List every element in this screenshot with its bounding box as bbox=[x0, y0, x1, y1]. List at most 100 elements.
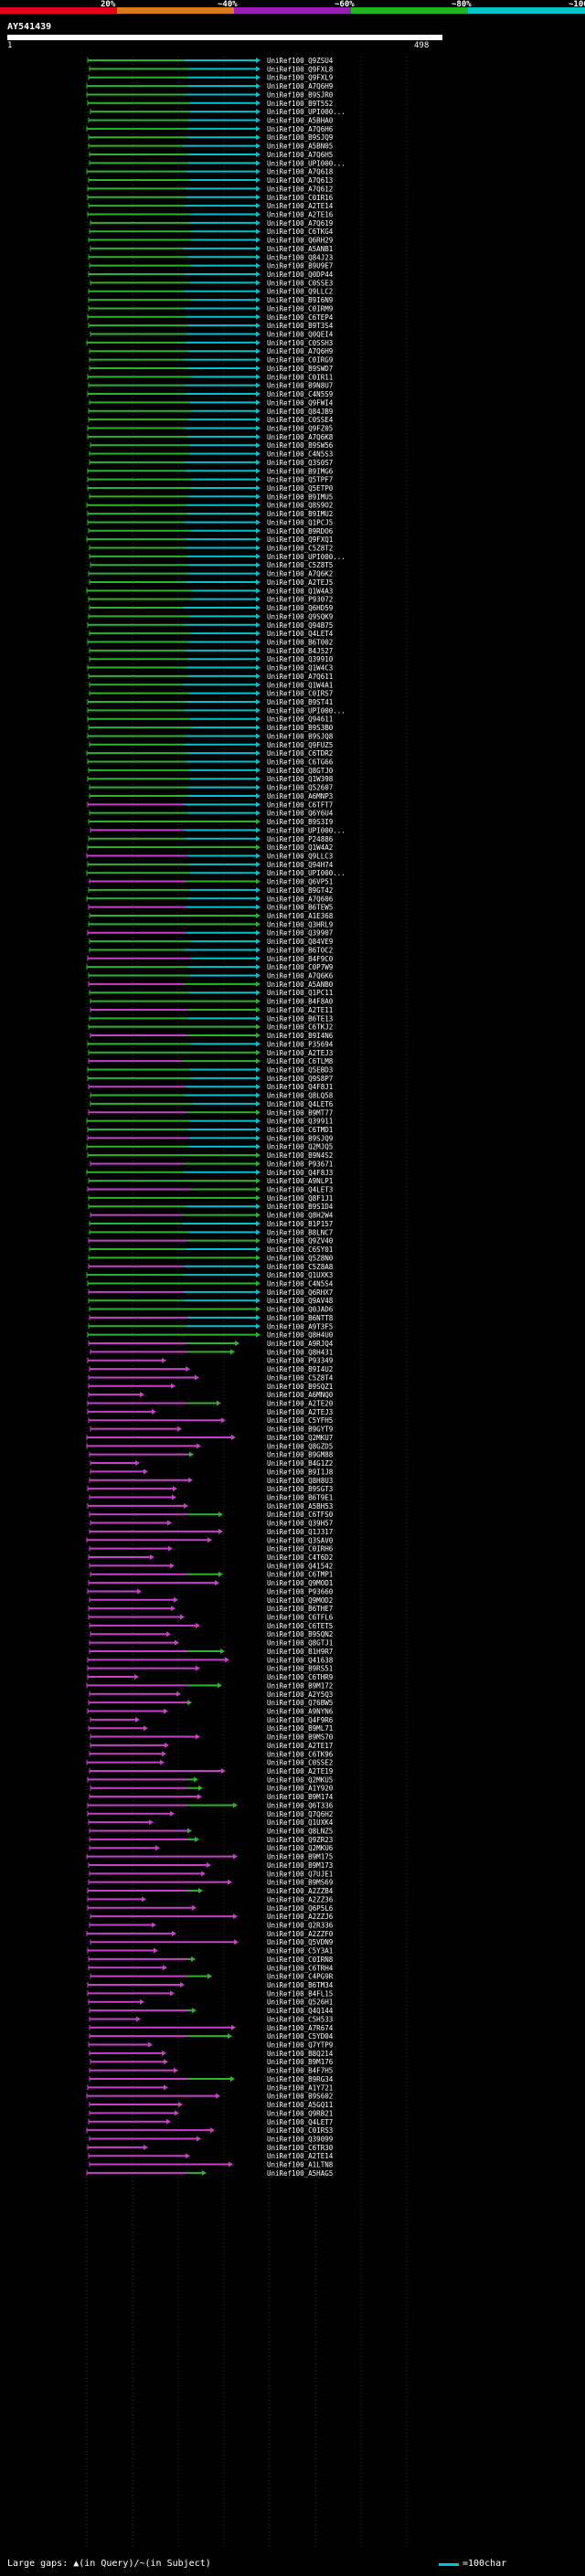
hit-label[interactable]: UniRef100_UPI000... bbox=[267, 706, 346, 715]
hit-label[interactable]: UniRef100_C6TFT7 bbox=[267, 800, 333, 809]
hit-label[interactable]: UniRef100_Q9FXL9 bbox=[267, 74, 333, 82]
hit-label[interactable]: UniRef100_B9ST41 bbox=[267, 698, 333, 706]
hit-label[interactable]: UniRef100_B6TOC2 bbox=[267, 946, 333, 954]
hit-label[interactable]: UniRef100_Q84JB9 bbox=[267, 408, 333, 416]
hit-label[interactable]: UniRef100_B9N8U7 bbox=[267, 382, 333, 390]
hit-label[interactable]: UniRef100_A2TEJ3 bbox=[267, 1408, 333, 1416]
hit-label[interactable]: UniRef100_C6TFL6 bbox=[267, 1614, 334, 1622]
hit-label[interactable]: UniRef100_A2Y5Q3 bbox=[267, 1691, 333, 1699]
hit-label[interactable]: UniRef100_Q94H74 bbox=[267, 861, 334, 869]
hit-label[interactable]: UniRef100_Q6RH29 bbox=[267, 237, 333, 245]
hit-label[interactable]: UniRef100_Q6Y6U4 bbox=[267, 810, 334, 818]
hit-label[interactable]: UniRef100_C4N5S9 bbox=[267, 390, 333, 398]
hit-label[interactable]: UniRef100_C0SSE2 bbox=[267, 1759, 333, 1767]
hit-label[interactable]: UniRef100_B6TM34 bbox=[267, 1981, 334, 1989]
hit-label[interactable]: UniRef100_A5ANB1 bbox=[267, 245, 333, 253]
hit-label[interactable]: UniRef100_C0IRN8 bbox=[267, 1956, 334, 1964]
hit-label[interactable]: UniRef100_A7Q611 bbox=[267, 673, 333, 681]
hit-label[interactable]: UniRef100_B9MT77 bbox=[267, 1108, 333, 1117]
hit-label[interactable]: UniRef100_Q1UXK3 bbox=[267, 1271, 333, 1279]
hit-label[interactable]: UniRef100_A9RJQ4 bbox=[267, 1340, 334, 1348]
hit-label[interactable]: UniRef100_B6T002 bbox=[267, 638, 333, 646]
hit-label[interactable]: UniRef100_A1E368 bbox=[267, 912, 334, 920]
hit-label[interactable]: UniRef100_C6SY01 bbox=[267, 1246, 333, 1254]
hit-label[interactable]: UniRef100_A5ANB0 bbox=[267, 981, 334, 989]
hit-label[interactable]: UniRef100_A7Q6H9 bbox=[267, 347, 333, 355]
hit-label[interactable]: UniRef100_C5YFH5 bbox=[267, 1416, 333, 1425]
hit-label[interactable]: UniRef100_B9SJQ9 bbox=[267, 133, 333, 142]
hit-label[interactable]: UniRef100_C6TMP1 bbox=[267, 1571, 333, 1579]
hit-label[interactable]: UniRef100_B9RS51 bbox=[267, 1665, 333, 1673]
hit-label[interactable]: UniRef100_Q1W4A2 bbox=[267, 843, 333, 852]
hit-label[interactable]: UniRef100_A2TEJ5 bbox=[267, 578, 333, 587]
hit-label[interactable]: UniRef100_B9GYT9 bbox=[267, 1426, 333, 1434]
hit-label[interactable]: UniRef100_UPI000... bbox=[267, 869, 346, 877]
hit-label[interactable]: UniRef100_C5Z8T4 bbox=[267, 1373, 334, 1382]
hit-label[interactable]: UniRef100_Q5EBD3 bbox=[267, 1065, 333, 1074]
hit-label[interactable]: UniRef100_Q9S8P7 bbox=[267, 1075, 333, 1083]
hit-label[interactable]: UniRef100_B9S1D4 bbox=[267, 1203, 334, 1211]
hit-label[interactable]: UniRef100_Q1PCJ5 bbox=[267, 518, 333, 526]
hit-label[interactable]: UniRef100_C0IRS3 bbox=[267, 2126, 333, 2135]
hit-label[interactable]: UniRef100_C0IRG9 bbox=[267, 356, 333, 365]
hit-label[interactable]: UniRef100_B1P157 bbox=[267, 1220, 333, 1228]
hit-label[interactable]: UniRef100_Q0QEI4 bbox=[267, 331, 334, 339]
hit-label[interactable]: UniRef100_A2TE20 bbox=[267, 1400, 334, 1408]
hit-label[interactable]: UniRef100_A2TE16 bbox=[267, 210, 334, 218]
hit-label[interactable]: UniRef100_A7Q6H5 bbox=[267, 151, 333, 159]
hit-label[interactable]: UniRef100_B9S3B0 bbox=[267, 724, 334, 732]
hit-label[interactable]: UniRef100_Q84J23 bbox=[267, 253, 333, 261]
hit-label[interactable]: UniRef100_A5BHA0 bbox=[267, 117, 334, 125]
hit-label[interactable]: UniRef100_Q4LET4 bbox=[267, 630, 334, 638]
hit-label[interactable]: UniRef100_Q8H2W4 bbox=[267, 1212, 334, 1220]
hit-label[interactable]: UniRef100_C0SSE4 bbox=[267, 416, 334, 424]
hit-label[interactable]: UniRef100_Q7YTP9 bbox=[267, 2041, 333, 2050]
hit-label[interactable]: UniRef100_C5Z8A8 bbox=[267, 1263, 334, 1271]
hit-label[interactable]: UniRef100_C6THR9 bbox=[267, 1673, 333, 1681]
hit-label[interactable]: UniRef100_A7Q6K2 bbox=[267, 570, 333, 578]
hit-label[interactable]: UniRef100_B9S602 bbox=[267, 2093, 333, 2101]
hit-label[interactable]: UniRef100_A2TE11 bbox=[267, 1006, 333, 1014]
hit-label[interactable]: UniRef100_A7Q6K6 bbox=[267, 972, 334, 981]
hit-label[interactable]: UniRef100_Q2MJQ5 bbox=[267, 1143, 333, 1151]
hit-label[interactable]: UniRef100_A5GQ11 bbox=[267, 2101, 333, 2109]
hit-label[interactable]: UniRef100_UPI000... bbox=[267, 159, 346, 167]
hit-label[interactable]: UniRef100_P93349 bbox=[267, 1357, 333, 1365]
hit-label[interactable]: UniRef100_B9S3I9 bbox=[267, 818, 333, 826]
hit-label[interactable]: UniRef100_C4PG9R bbox=[267, 1973, 334, 1981]
hit-label[interactable]: UniRef100_A2ZZJ6 bbox=[267, 1913, 334, 1921]
hit-label[interactable]: UniRef100_A2TE14 bbox=[267, 2152, 334, 2160]
hit-label[interactable]: UniRef100_B9SQN2 bbox=[267, 1630, 333, 1638]
hit-label[interactable]: UniRef100_B9SJQ8 bbox=[267, 732, 334, 740]
hit-label[interactable]: UniRef100_B9N4S2 bbox=[267, 1151, 333, 1160]
hit-label[interactable]: UniRef100_Q6RHX7 bbox=[267, 1288, 333, 1297]
hit-label[interactable]: UniRef100_UPI000... bbox=[267, 826, 346, 834]
hit-label[interactable]: UniRef100_Q1W398 bbox=[267, 775, 334, 783]
hit-label[interactable]: UniRef100_Q94B75 bbox=[267, 621, 333, 630]
hit-label[interactable]: UniRef100_B1H9R7 bbox=[267, 1648, 333, 1656]
hit-label[interactable]: UniRef100_A5HAG5 bbox=[267, 2169, 333, 2178]
hit-label[interactable]: UniRef100_B9IMU2 bbox=[267, 510, 333, 518]
hit-label[interactable]: UniRef100_Q0JAD6 bbox=[267, 1306, 334, 1314]
hit-label[interactable]: UniRef100_B9RDO6 bbox=[267, 527, 334, 535]
hit-label[interactable]: UniRef100_C0P7W9 bbox=[267, 963, 333, 971]
hit-label[interactable]: UniRef100_Q8LNZ5 bbox=[267, 1828, 333, 1836]
hit-label[interactable]: UniRef100_A1Y721 bbox=[267, 2083, 333, 2092]
hit-label[interactable]: UniRef100_Q1PC11 bbox=[267, 989, 333, 997]
hit-label[interactable]: UniRef100_Q9FXL8 bbox=[267, 65, 334, 73]
hit-label[interactable]: UniRef100_A2ZZB4 bbox=[267, 1887, 334, 1895]
hit-label[interactable]: UniRef100_A7Q606 bbox=[267, 895, 334, 903]
hit-label[interactable]: UniRef100_Q2R336 bbox=[267, 1921, 334, 1929]
hit-label[interactable]: UniRef100_Q5VDN9 bbox=[267, 1938, 333, 1946]
hit-label[interactable]: UniRef100_Q8GZD5 bbox=[267, 1442, 333, 1450]
hit-label[interactable]: UniRef100_A2TE14 bbox=[267, 202, 334, 210]
hit-label[interactable]: UniRef100_B9I4U2 bbox=[267, 1365, 333, 1373]
hit-label[interactable]: UniRef100_Q41638 bbox=[267, 1656, 334, 1664]
hit-label[interactable]: UniRef100_Q7UJE1 bbox=[267, 1870, 333, 1878]
hit-label[interactable]: UniRef100_C0IR11 bbox=[267, 373, 333, 381]
hit-label[interactable]: UniRef100_C6TEP4 bbox=[267, 313, 334, 322]
hit-label[interactable]: UniRef100_Q9ZSU4 bbox=[267, 57, 334, 65]
hit-label[interactable]: UniRef100_B9ML71 bbox=[267, 1724, 333, 1733]
hit-label[interactable]: UniRef100_C5Z8T2 bbox=[267, 545, 333, 553]
hit-label[interactable]: UniRef100_B9SQZ1 bbox=[267, 1383, 333, 1391]
